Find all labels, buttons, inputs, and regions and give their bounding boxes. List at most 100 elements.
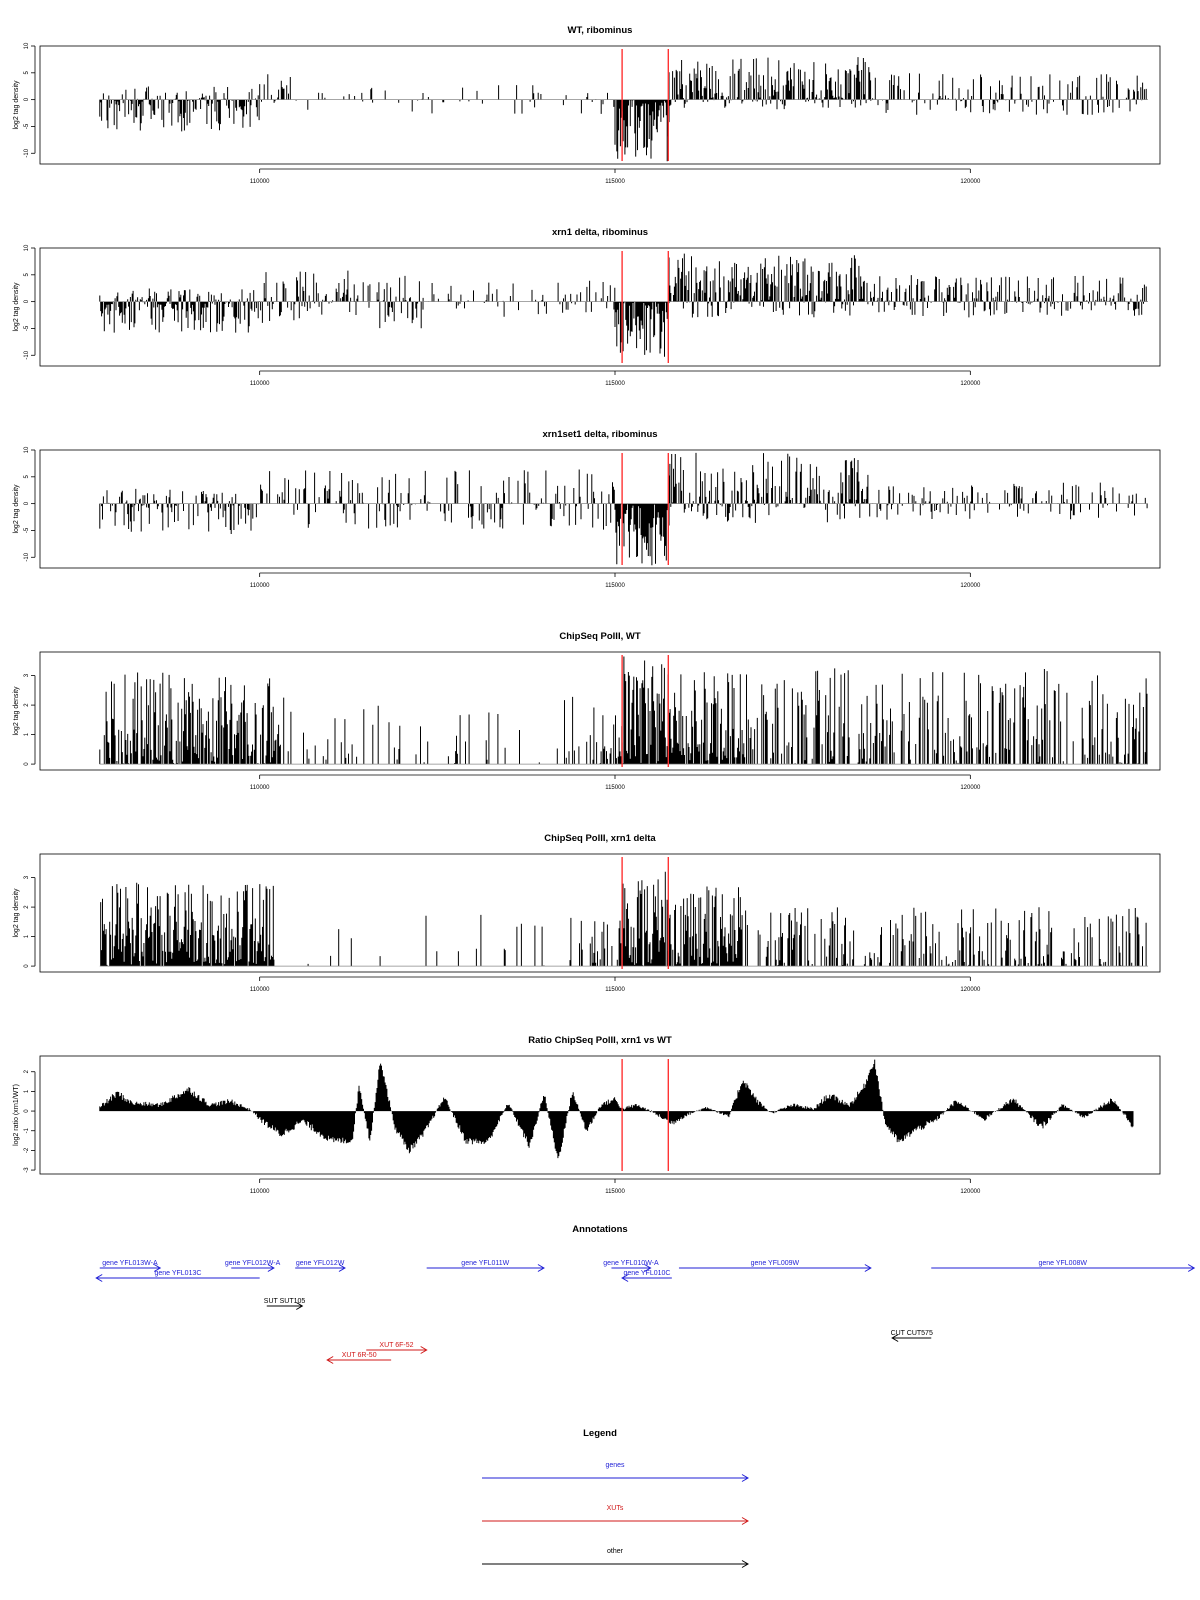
y-axis: 0 1 2 3 (24, 875, 36, 968)
feature-arrowhead (420, 1346, 428, 1354)
y-tick-label: 10 (24, 446, 30, 453)
legend-label: genes (605, 1462, 625, 1469)
y-tick-label: 0 (24, 1109, 30, 1113)
y-axis-label: log2 tag density (13, 686, 20, 736)
feature-label: gene YFL013C (154, 1270, 201, 1277)
x-tick-label: 110000 (250, 1189, 270, 1195)
panel-title: ChipSeq PolII, WT (559, 631, 640, 642)
feature-label: gene YFL009W (751, 1260, 800, 1267)
feature-arrowhead (153, 1264, 162, 1272)
y-tick-label: -3 (24, 1167, 30, 1173)
y-tick-label: 0 (24, 299, 30, 303)
feature-arrowhead (95, 1274, 103, 1282)
x-tick-label: 110000 (250, 987, 270, 993)
panel-frame (39, 45, 1161, 165)
x-tick-label: 120000 (960, 583, 981, 589)
annotation-feature: gene YFL010W-A (603, 1260, 659, 1272)
y-tick-label: -10 (24, 148, 30, 157)
y-axis-label: log2 tag density (13, 282, 20, 332)
feature-arrowhead (267, 1264, 275, 1272)
feature-label: SUT SUT105 (264, 1298, 306, 1305)
y-tick-label: 3 (24, 673, 30, 677)
x-axis: 110000 115000 120000 (250, 976, 981, 993)
x-axis: 110000 115000 120000 (250, 168, 981, 185)
y-axis: 0 1 2 3 (24, 673, 36, 766)
y-tick-label: 5 (24, 70, 30, 74)
panel-title: xrn1set1 delta, ribominus (542, 429, 657, 440)
annotation-feature: CUT CUT575 (891, 1330, 933, 1342)
feature-label: gene YFL010W-A (603, 1260, 659, 1267)
legend-panel: Legend genes XUTs other (482, 1428, 749, 1568)
x-tick-label: 115000 (605, 179, 625, 185)
feature-label: CUT CUT575 (891, 1330, 933, 1337)
y-axis: -10 -5 0 5 10 (24, 244, 36, 360)
track-panels: WT, ribominus log2 tag density -10 -5 0 5 10 11… (13, 25, 1161, 1195)
y-tick-label: 2 (24, 1069, 30, 1073)
y-tick-label: -5 (24, 325, 30, 331)
panel-title: Ratio ChipSeq PolII, xrn1 vs WT (528, 1035, 672, 1046)
track-panel: Ratio ChipSeq PolII, xrn1 vs WT log2 rati… (13, 1035, 1161, 1195)
y-tick-label: 5 (24, 474, 30, 478)
legend-arrowhead (741, 1517, 749, 1525)
y-axis: -10 -5 0 5 10 (24, 446, 36, 562)
x-tick-label: 120000 (960, 381, 981, 387)
x-tick-label: 115000 (605, 381, 625, 387)
legend-label: XUTs (607, 1505, 624, 1512)
legend-item: XUTs (482, 1505, 749, 1525)
feature-label: gene YFL013W-A (102, 1260, 158, 1267)
feature-arrowhead (326, 1356, 334, 1364)
annotation-feature: XUT 6F-52 (366, 1342, 428, 1354)
x-axis: 110000 115000 120000 (250, 1178, 981, 1195)
annotation-feature: gene YFL013C (95, 1270, 260, 1282)
legend-title: Legend (583, 1428, 617, 1439)
feature-label: XUT 6R-50 (342, 1352, 377, 1359)
y-axis: -3 -2 -1 0 1 2 (24, 1069, 36, 1173)
annotation-feature: gene YFL010C (621, 1270, 672, 1282)
y-tick-label: 10 (24, 244, 30, 251)
feature-arrowhead (891, 1334, 899, 1342)
x-tick-label: 120000 (960, 179, 981, 185)
signal-bars (99, 452, 1148, 566)
track-panel: WT, ribominus log2 tag density -10 -5 0 5 10 11… (13, 25, 1161, 185)
panel-frame (39, 247, 1161, 367)
feature-label: XUT 6F-52 (379, 1342, 413, 1349)
annotation-feature: gene YFL012W (295, 1260, 346, 1272)
y-axis-label: log2 tag density (13, 888, 20, 938)
x-tick-label: 110000 (250, 785, 270, 791)
y-tick-label: 0 (24, 762, 30, 766)
y-tick-label: 2 (24, 905, 30, 909)
x-tick-label: 115000 (605, 1189, 625, 1195)
track-data (99, 253, 1148, 357)
y-tick-label: 3 (24, 875, 30, 879)
x-tick-label: 115000 (605, 583, 625, 589)
feature-label: gene YFL012W (296, 1260, 345, 1267)
feature-arrowhead (621, 1274, 629, 1282)
signal-bars (100, 871, 1147, 967)
y-tick-label: -5 (24, 123, 30, 129)
feature-arrowhead (864, 1264, 872, 1272)
annotation-feature: gene YFL011W (426, 1260, 545, 1272)
y-tick-label: 5 (24, 272, 30, 276)
x-tick-label: 110000 (250, 179, 270, 185)
legend-item: genes (482, 1462, 749, 1482)
feature-arrowhead (338, 1264, 346, 1272)
annotation-feature: XUT 6R-50 (326, 1352, 392, 1364)
panel-title: WT, ribominus (568, 25, 633, 36)
track-panel: ChipSeq PolII, xrn1 delta log2 tag densit… (13, 833, 1161, 993)
track-data (99, 656, 1148, 765)
y-tick-label: 2 (24, 703, 30, 707)
y-tick-label: -10 (24, 350, 30, 359)
panel-frame (39, 449, 1161, 569)
y-axis-label: log2 ratio (xrn1/WT) (13, 1084, 20, 1146)
feature-label: gene YFL012W-A (225, 1260, 281, 1267)
track-panel: xrn1set1 delta, ribominus log2 tag densit… (13, 429, 1161, 589)
x-tick-label: 120000 (960, 987, 981, 993)
feature-arrowhead (537, 1264, 545, 1272)
y-tick-label: 10 (24, 42, 30, 49)
track-data (99, 452, 1148, 566)
feature-arrowhead (296, 1302, 304, 1310)
legend-arrowhead (741, 1474, 749, 1482)
annotation-feature: gene YFL012W-A (225, 1260, 281, 1272)
